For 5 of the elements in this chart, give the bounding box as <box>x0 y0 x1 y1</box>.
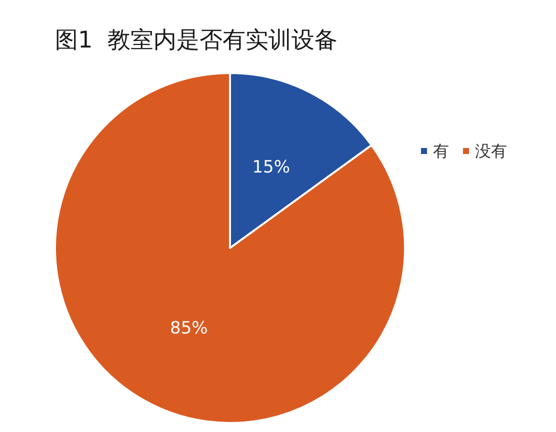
chart-title: 图1 教室内是否有实训设备 <box>55 28 338 54</box>
data-label: 15% <box>252 157 290 178</box>
data-label: 85% <box>170 318 208 339</box>
legend-label: 没有 <box>475 142 507 160</box>
legend-label: 有 <box>433 142 449 160</box>
